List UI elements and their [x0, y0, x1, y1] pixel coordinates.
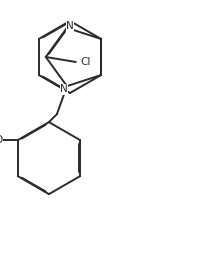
Text: N: N — [60, 84, 68, 94]
Text: Cl: Cl — [81, 57, 91, 67]
Text: O: O — [0, 135, 3, 145]
Text: N: N — [66, 21, 74, 31]
